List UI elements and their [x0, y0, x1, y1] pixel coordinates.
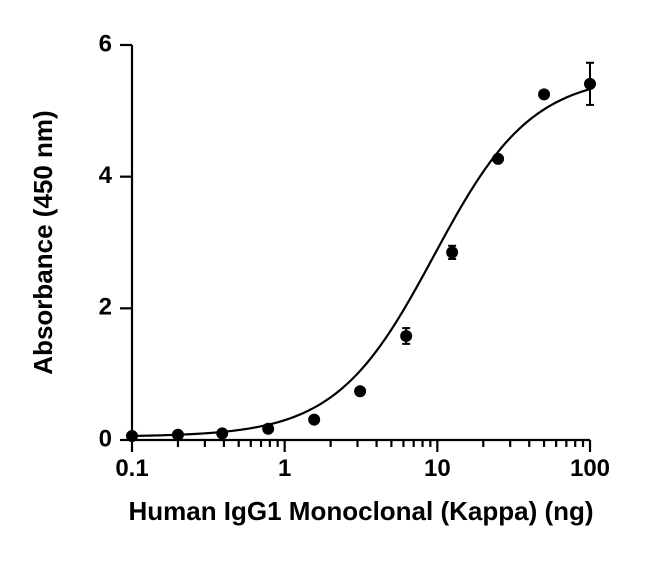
- fit-curve: [132, 89, 590, 436]
- x-tick-label: 100: [570, 455, 610, 482]
- y-tick-label: 2: [99, 294, 112, 321]
- data-point: [585, 78, 596, 89]
- data-point: [263, 423, 274, 434]
- x-tick-label: 10: [424, 455, 451, 482]
- data-point: [539, 89, 550, 100]
- x-tick-label: 1: [278, 455, 291, 482]
- data-point: [493, 153, 504, 164]
- x-axis-label: Human IgG1 Monoclonal (Kappa) (ng): [128, 496, 593, 526]
- data-point: [447, 247, 458, 258]
- y-tick-label: 0: [99, 425, 112, 452]
- y-tick-label: 6: [99, 30, 112, 57]
- data-point: [217, 428, 228, 439]
- data-point: [172, 429, 183, 440]
- data-point: [355, 386, 366, 397]
- y-tick-label: 4: [99, 162, 113, 189]
- x-tick-label: 0.1: [115, 455, 148, 482]
- dose-response-chart: 0 2 4 6 0.1 1 10 100 Absorbance (450 nm) Human …: [0, 0, 650, 561]
- data-point: [127, 431, 138, 442]
- y-axis-label: Absorbance (450 nm): [28, 110, 58, 374]
- data-point: [401, 330, 412, 341]
- data-point: [309, 414, 320, 425]
